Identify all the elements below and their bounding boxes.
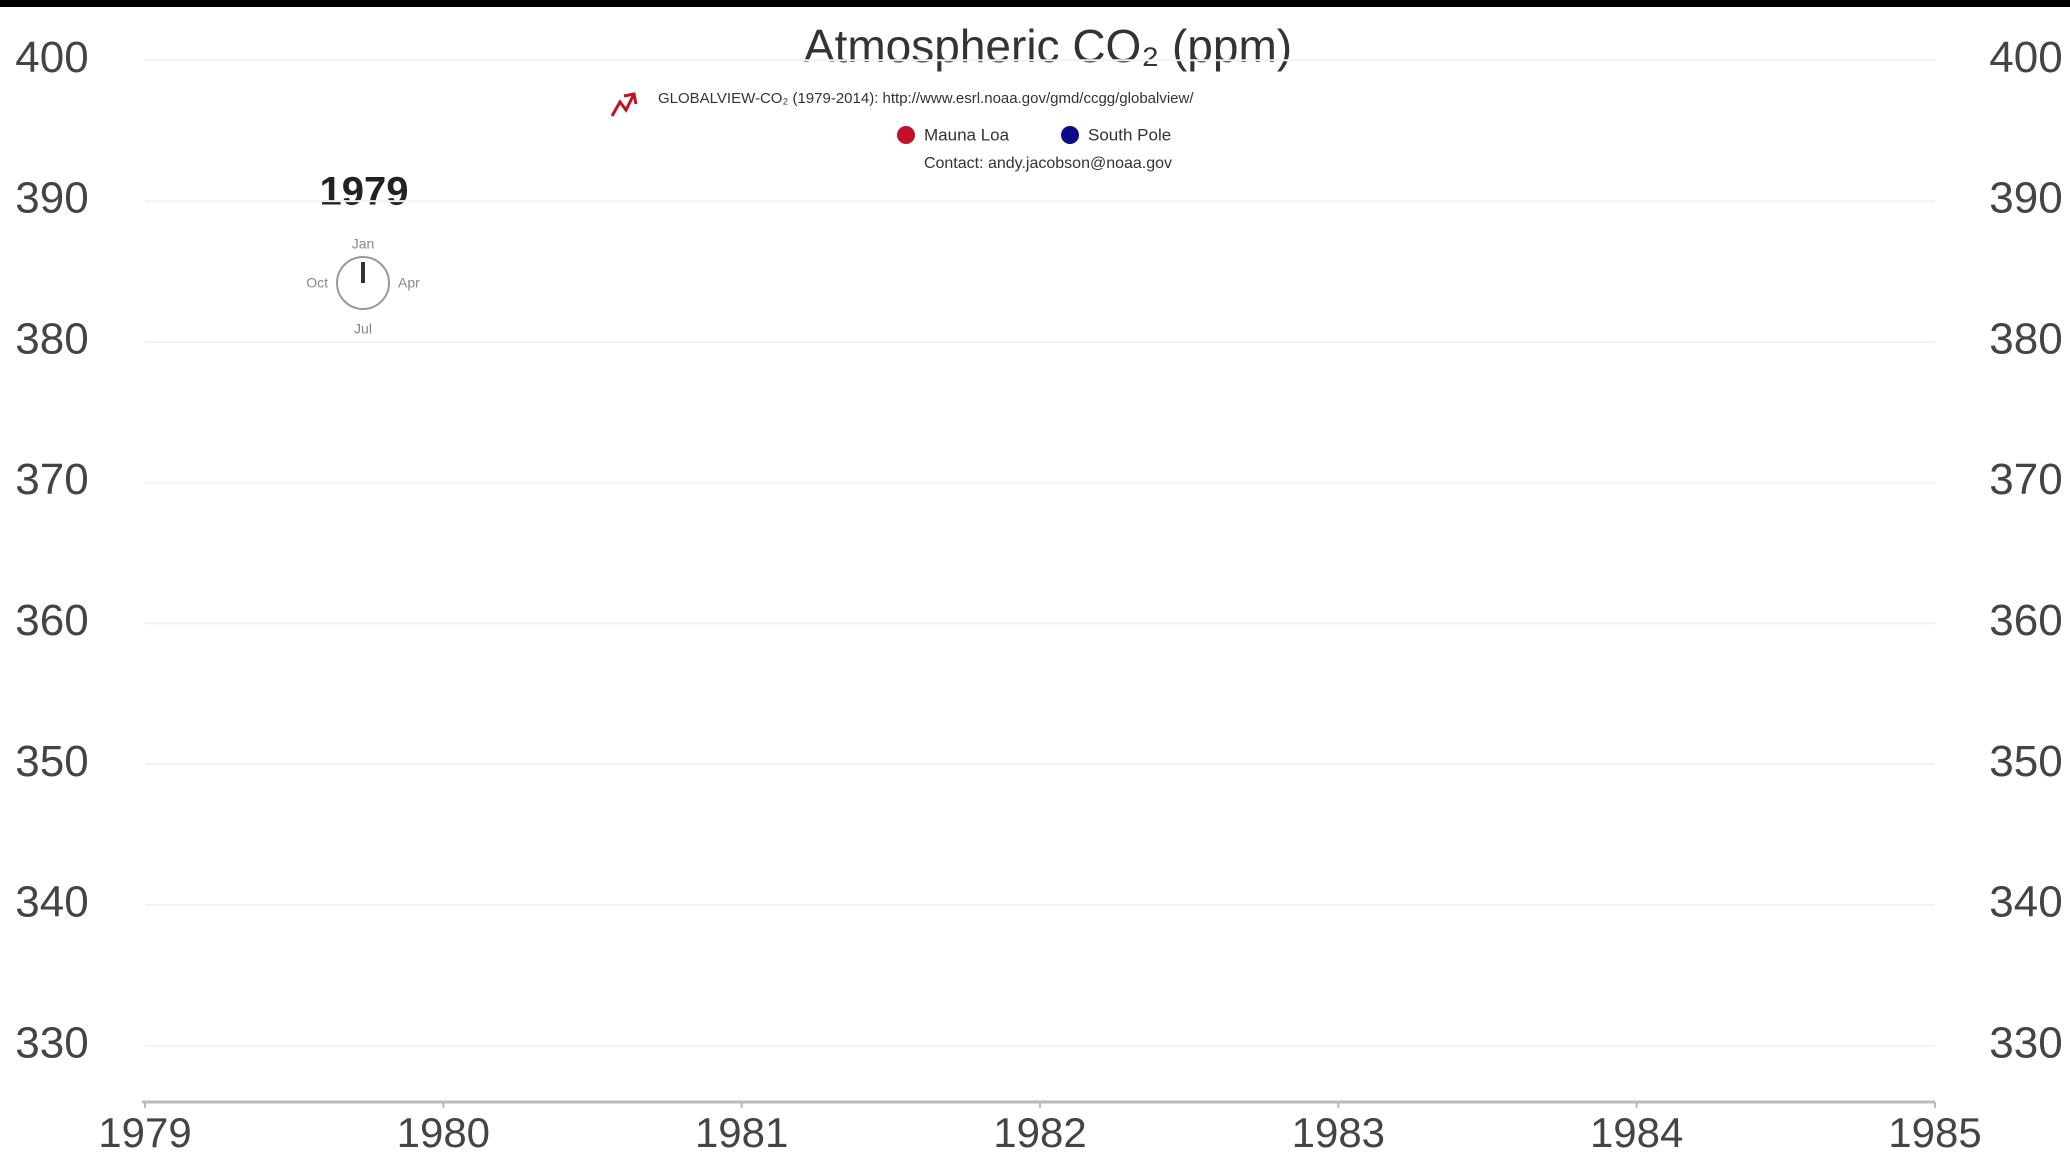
y-tick-label: 340 [15,878,88,927]
y2-tick-label: 390 [1989,174,2062,223]
legend-label: South Pole [1088,125,1171,144]
x-tick-label: 1980 [397,1109,490,1156]
y-tick-label: 360 [15,596,88,645]
chart-title: Atmospheric CO₂ (ppm) [804,20,1292,72]
legend-marker [897,126,915,144]
legend-marker [1061,126,1079,144]
y-tick-label: 400 [15,33,88,82]
clock-label: Oct [306,275,328,291]
y-tick-label: 350 [15,737,88,786]
y2-tick-label: 380 [1989,314,2062,363]
clock-label: Apr [398,275,420,291]
y-tick-label: 390 [15,174,88,223]
x-tick-label: 1982 [993,1109,1086,1156]
year-label: 1979 [320,170,409,214]
x-tick-label: 1979 [98,1109,191,1156]
clock-label: Jan [352,236,375,252]
y2-tick-label: 370 [1989,455,2062,504]
x-tick-label: 1984 [1590,1109,1683,1156]
clock-label: Jul [354,321,372,337]
x-tick-label: 1983 [1292,1109,1385,1156]
clock [336,256,390,310]
y2-tick-label: 360 [1989,596,2062,645]
y-tick-label: 380 [15,314,88,363]
y-tick-label: 370 [15,455,88,504]
y2-tick-label: 340 [1989,878,2062,927]
y2-tick-label: 350 [1989,737,2062,786]
x-tick-label: 1985 [1888,1109,1981,1156]
x-tick-label: 1981 [695,1109,788,1156]
contact: Contact: andy.jacobson@noaa.gov [924,155,1172,172]
y-tick-label: 330 [15,1018,88,1067]
source-icon [610,92,638,117]
legend-label: Mauna Loa [924,125,1010,144]
y2-tick-label: 400 [1989,33,2062,82]
top-bar [0,0,2070,7]
y2-tick-label: 330 [1989,1018,2062,1067]
source: GLOBALVIEW-CO₂ (1979-2014): http://www.e… [658,90,1194,107]
